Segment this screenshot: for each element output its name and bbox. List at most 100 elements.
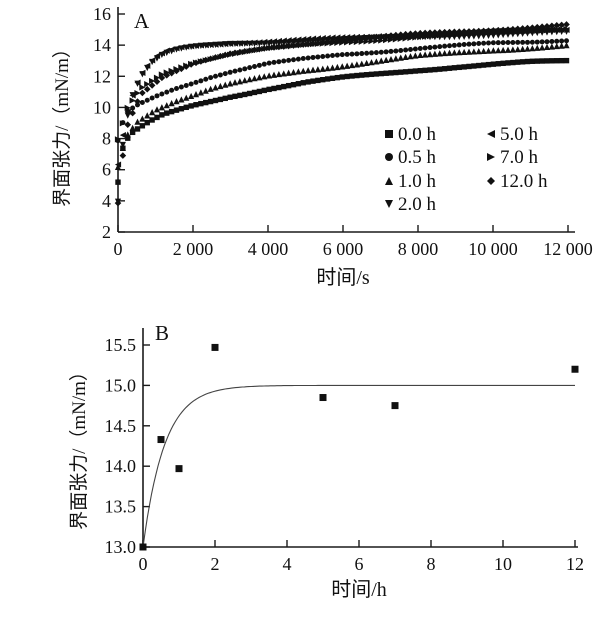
data-marker xyxy=(383,37,390,44)
data-marker xyxy=(378,70,384,77)
data-marker xyxy=(529,27,536,35)
data-marker xyxy=(207,55,214,63)
triangle-right-legend-icon xyxy=(487,153,495,161)
fit-curve xyxy=(142,384,575,548)
data-marker xyxy=(338,37,346,44)
data-marker xyxy=(149,77,156,85)
x-tick-label: 12 xyxy=(566,554,584,574)
data-marker xyxy=(334,74,341,81)
data-marker xyxy=(422,45,428,51)
data-marker xyxy=(129,109,136,117)
data-marker xyxy=(207,98,214,105)
data-marker xyxy=(158,50,165,57)
data-marker xyxy=(305,67,312,74)
data-marker xyxy=(251,89,258,96)
y-tick-label: 14.0 xyxy=(105,456,137,476)
data-marker xyxy=(539,39,545,45)
data-marker xyxy=(392,36,399,43)
data-marker xyxy=(241,40,248,47)
data-marker xyxy=(495,61,501,67)
data-marker xyxy=(134,79,141,86)
data-marker xyxy=(203,99,209,106)
data-marker xyxy=(558,21,565,29)
data-marker xyxy=(334,52,340,58)
data-marker xyxy=(412,52,419,59)
data-marker xyxy=(524,24,531,32)
data-marker xyxy=(544,39,550,45)
data-marker xyxy=(286,57,292,63)
data-marker xyxy=(305,79,311,85)
data-marker xyxy=(499,26,507,34)
data-marker xyxy=(329,34,336,41)
data-marker xyxy=(344,62,351,69)
data-marker xyxy=(427,67,433,73)
data-marker xyxy=(231,49,239,57)
data-marker xyxy=(295,41,302,49)
data-marker xyxy=(358,60,365,67)
series-interfacial-tension xyxy=(139,343,579,551)
data-marker xyxy=(231,40,239,47)
data-marker xyxy=(402,53,409,61)
data-marker xyxy=(359,72,365,78)
data-marker xyxy=(334,37,341,45)
data-marker xyxy=(197,42,204,49)
legend-label: 0.0 h xyxy=(398,124,437,145)
data-marker xyxy=(451,28,458,36)
data-marker xyxy=(378,49,384,55)
data-marker xyxy=(426,51,434,58)
x-tick-label: 4 000 xyxy=(248,239,289,259)
data-marker xyxy=(441,66,448,72)
data-marker xyxy=(422,51,429,58)
data-marker xyxy=(320,53,326,59)
data-marker xyxy=(514,25,522,33)
data-marker xyxy=(533,23,541,31)
data-marker xyxy=(129,124,136,131)
data-marker xyxy=(271,85,277,92)
data-marker xyxy=(114,161,122,168)
data-marker xyxy=(149,95,155,101)
data-marker xyxy=(276,84,282,91)
data-marker xyxy=(441,28,448,36)
data-marker xyxy=(148,82,156,89)
data-marker xyxy=(481,40,487,46)
y-tick-label: 14.5 xyxy=(105,416,137,436)
data-marker xyxy=(130,105,136,111)
data-marker xyxy=(232,68,238,74)
data-marker xyxy=(354,51,360,57)
data-marker xyxy=(456,64,462,71)
data-marker xyxy=(173,107,180,113)
data-marker xyxy=(261,61,267,67)
y-axis-title: 界面张力/（mN/m） xyxy=(51,39,73,207)
data-marker xyxy=(232,93,238,100)
data-marker xyxy=(241,47,249,55)
data-marker xyxy=(432,44,438,50)
data-marker xyxy=(226,50,234,57)
legend-item: 7.0 h xyxy=(487,147,539,168)
data-marker xyxy=(221,51,229,59)
data-marker xyxy=(290,42,297,49)
data-marker xyxy=(222,40,229,48)
data-marker xyxy=(270,71,278,78)
data-marker xyxy=(213,73,218,79)
data-marker xyxy=(417,45,423,51)
data-marker xyxy=(290,81,297,88)
x-tick-label: 2 000 xyxy=(173,239,214,259)
data-marker xyxy=(217,41,224,48)
y-tick-label: 10 xyxy=(93,97,111,117)
data-marker xyxy=(436,29,444,36)
data-marker xyxy=(207,85,214,92)
data-marker xyxy=(153,74,161,81)
data-marker xyxy=(222,71,228,77)
panel-letter-b: B xyxy=(155,321,169,345)
data-marker xyxy=(470,27,478,35)
data-marker xyxy=(285,82,292,89)
data-marker xyxy=(422,33,429,40)
triangle-left-legend-icon xyxy=(487,130,495,138)
square-legend-icon xyxy=(385,130,393,138)
legend-label: 1.0 h xyxy=(398,171,437,192)
data-marker xyxy=(431,29,439,36)
data-marker xyxy=(305,35,312,42)
y-tick-label: 13.0 xyxy=(105,537,137,557)
data-marker xyxy=(373,33,380,41)
